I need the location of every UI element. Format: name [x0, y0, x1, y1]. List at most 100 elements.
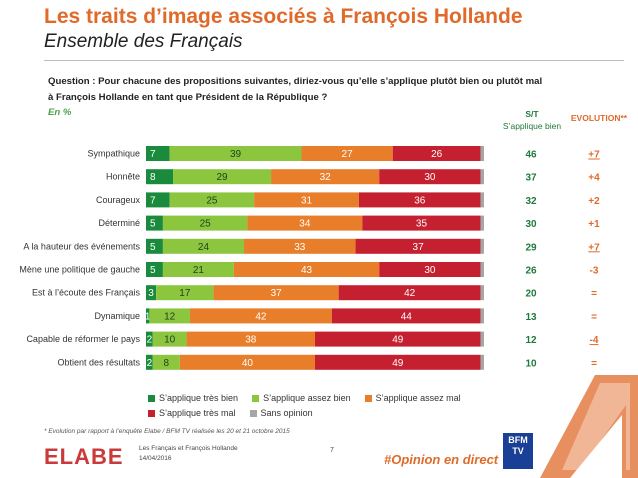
evolution-value: =	[591, 358, 597, 369]
bfm-logo-line-2: TV	[512, 446, 524, 456]
page-subtitle: Ensemble des Français	[44, 31, 243, 52]
evolution-value: +7	[588, 150, 600, 161]
segment-value-label: 2	[147, 335, 153, 346]
study-name: Les Français et François Hollande	[139, 445, 238, 452]
segment-value-label: 1	[145, 311, 151, 322]
bar-segment	[480, 331, 484, 347]
bar-segment	[331, 308, 481, 324]
evolution-value: -3	[590, 266, 599, 277]
bar-segment	[173, 169, 272, 185]
bar-segment	[480, 215, 484, 231]
legend-swatch	[148, 395, 155, 402]
segment-value-label: 25	[206, 195, 218, 206]
segment-value-label: 42	[404, 288, 416, 299]
st-header-line-2: S’applique bien	[502, 121, 562, 131]
segment-value-label: 2	[147, 358, 153, 369]
st-header-line-1: S/T	[525, 109, 539, 119]
segment-value-label: 8	[150, 172, 156, 183]
evolution-value: -4	[590, 335, 599, 346]
unit-label: En %	[48, 107, 72, 118]
st-total-value: 32	[525, 196, 537, 207]
question-line-1: Question : Pour chacune des propositions…	[48, 76, 543, 87]
bar-segment	[233, 262, 380, 277]
segment-value-label: 31	[301, 195, 313, 206]
bar-segment	[358, 192, 481, 208]
legend-item: Sans opinion	[249, 408, 313, 418]
category-label: Est à l’écoute des Français	[32, 288, 141, 298]
st-total-value: 10	[525, 358, 537, 369]
bar-segment	[362, 215, 481, 231]
segment-value-label: 37	[413, 242, 425, 253]
bar-segment	[152, 354, 180, 370]
bar-segment	[152, 331, 187, 347]
segment-value-label: 17	[179, 288, 191, 299]
segment-value-label: 5	[150, 265, 156, 276]
segment-value-label: 5	[150, 242, 156, 253]
legend-label: S’applique très mal	[159, 408, 236, 418]
evolution-value: +4	[588, 173, 600, 184]
bar-segment	[247, 215, 363, 231]
bar-segment	[379, 262, 481, 277]
segment-value-label: 49	[392, 358, 404, 369]
bfm-logo-line-1: BFM	[508, 435, 528, 445]
segment-value-label: 39	[230, 149, 242, 160]
segment-value-label: 29	[216, 172, 228, 183]
bar-segment	[146, 354, 153, 370]
title-divider	[44, 60, 624, 61]
segment-value-label: 32	[320, 172, 332, 183]
legend-swatch	[252, 395, 260, 402]
bar-segment	[162, 215, 248, 231]
category-label: Capable de réformer le pays	[26, 334, 140, 344]
segment-value-label: 37	[271, 288, 283, 299]
bar-segment	[146, 238, 163, 254]
category-label: A la hauteur des événements	[23, 241, 140, 251]
bar-segment	[146, 308, 150, 324]
bar-segment	[146, 146, 170, 161]
bar-segment	[480, 192, 484, 208]
legend-item: S’applique assez bien	[252, 393, 351, 403]
legend-swatch	[148, 410, 155, 417]
bar-segment	[254, 192, 359, 208]
category-label: Sympathique	[87, 149, 140, 159]
bar-segment	[169, 192, 255, 208]
segment-value-label: 8	[163, 358, 169, 369]
legend-item: S’applique très bien	[148, 393, 238, 403]
chart-legend: S’applique très bien S’applique assez bie…	[148, 393, 478, 423]
bar-segment	[244, 238, 356, 254]
bar-segment	[315, 331, 481, 347]
bar-segment	[338, 285, 481, 301]
st-total-value: 26	[525, 266, 537, 277]
segment-value-label: 44	[401, 311, 413, 322]
segment-value-label: 24	[198, 242, 210, 253]
legend-item: S’applique assez mal	[364, 393, 461, 403]
page-number: 7	[330, 447, 334, 454]
segment-value-label: 30	[424, 265, 436, 276]
evolution-value: =	[591, 289, 597, 300]
elabe-logo: ELABE	[44, 444, 124, 469]
st-total-value: 13	[525, 312, 537, 323]
bar-segment	[149, 308, 190, 324]
hashtag: #Opinion en direct	[384, 452, 499, 467]
category-label: Courageux	[96, 195, 141, 205]
page-title: Les traits d’image associés à François H…	[44, 5, 523, 28]
segment-value-label: 21	[193, 265, 205, 276]
question-text: Question : Pour chacune des propositions…	[48, 74, 542, 106]
evolution-value: =	[591, 312, 597, 323]
bar-segment	[315, 354, 481, 370]
a-logo-decoration	[540, 375, 638, 478]
bar-segment	[189, 308, 332, 324]
bar-segment	[379, 169, 481, 185]
bar-segment	[392, 146, 481, 161]
segment-value-label: 27	[342, 149, 354, 160]
legend-swatch	[364, 395, 372, 402]
bar-segment	[355, 238, 481, 254]
bar-segment	[179, 354, 315, 370]
category-label: Mène une politique de gauche	[19, 265, 140, 275]
bfm-tv-logo: BFM TV	[503, 433, 533, 469]
bar-segment	[480, 308, 484, 324]
bar-segment	[301, 146, 393, 161]
st-total-value: 30	[525, 219, 537, 230]
study-date: 14/04/2016	[139, 455, 172, 462]
legend-label: Sans opinion	[260, 408, 313, 418]
